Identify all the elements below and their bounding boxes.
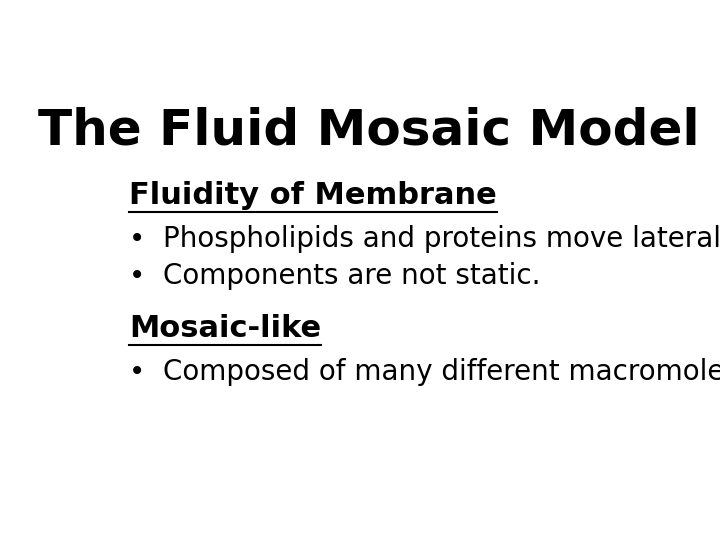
Text: •  Phospholipids and proteins move laterally.: • Phospholipids and proteins move latera… <box>129 225 720 253</box>
Text: •  Components are not static.: • Components are not static. <box>129 262 541 291</box>
Text: Mosaic-like: Mosaic-like <box>129 314 321 343</box>
Text: Fluidity of Membrane: Fluidity of Membrane <box>129 181 497 210</box>
Text: The Fluid Mosaic Model: The Fluid Mosaic Model <box>38 106 700 154</box>
Text: •  Composed of many different macromolecules.: • Composed of many different macromolecu… <box>129 358 720 386</box>
